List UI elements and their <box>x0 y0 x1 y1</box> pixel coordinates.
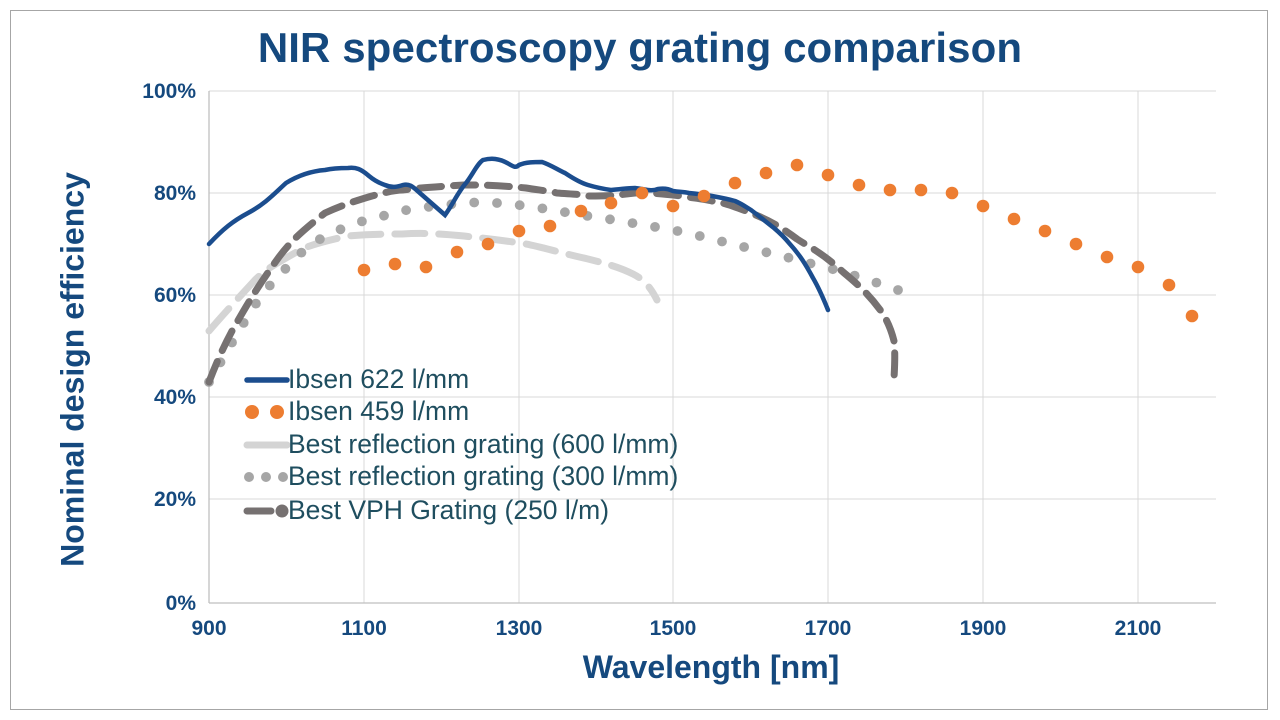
svg-text:40%: 40% <box>154 386 196 409</box>
svg-text:1100: 1100 <box>341 617 387 640</box>
svg-text:60%: 60% <box>154 284 196 307</box>
svg-text:20%: 20% <box>154 488 196 511</box>
svg-text:Best reflection grating (300 l: Best reflection grating (300 l/mm) <box>288 461 678 491</box>
svg-text:Ibsen 622 l/mm: Ibsen 622 l/mm <box>288 364 469 394</box>
svg-text:1900: 1900 <box>960 617 1007 640</box>
svg-text:0%: 0% <box>166 592 197 615</box>
svg-text:80%: 80% <box>154 182 196 205</box>
svg-text:2100: 2100 <box>1115 617 1162 640</box>
svg-text:Best reflection grating (600 l: Best reflection grating (600 l/mm) <box>288 429 678 459</box>
svg-text:900: 900 <box>191 617 226 640</box>
svg-text:Best VPH Grating (250 l/m): Best VPH Grating (250 l/m) <box>288 495 609 525</box>
svg-text:1300: 1300 <box>496 617 543 640</box>
svg-text:Ibsen 459 l/mm: Ibsen 459 l/mm <box>288 396 469 426</box>
svg-text:1500: 1500 <box>650 617 697 640</box>
svg-text:1700: 1700 <box>805 617 852 640</box>
svg-text:100%: 100% <box>142 80 196 103</box>
